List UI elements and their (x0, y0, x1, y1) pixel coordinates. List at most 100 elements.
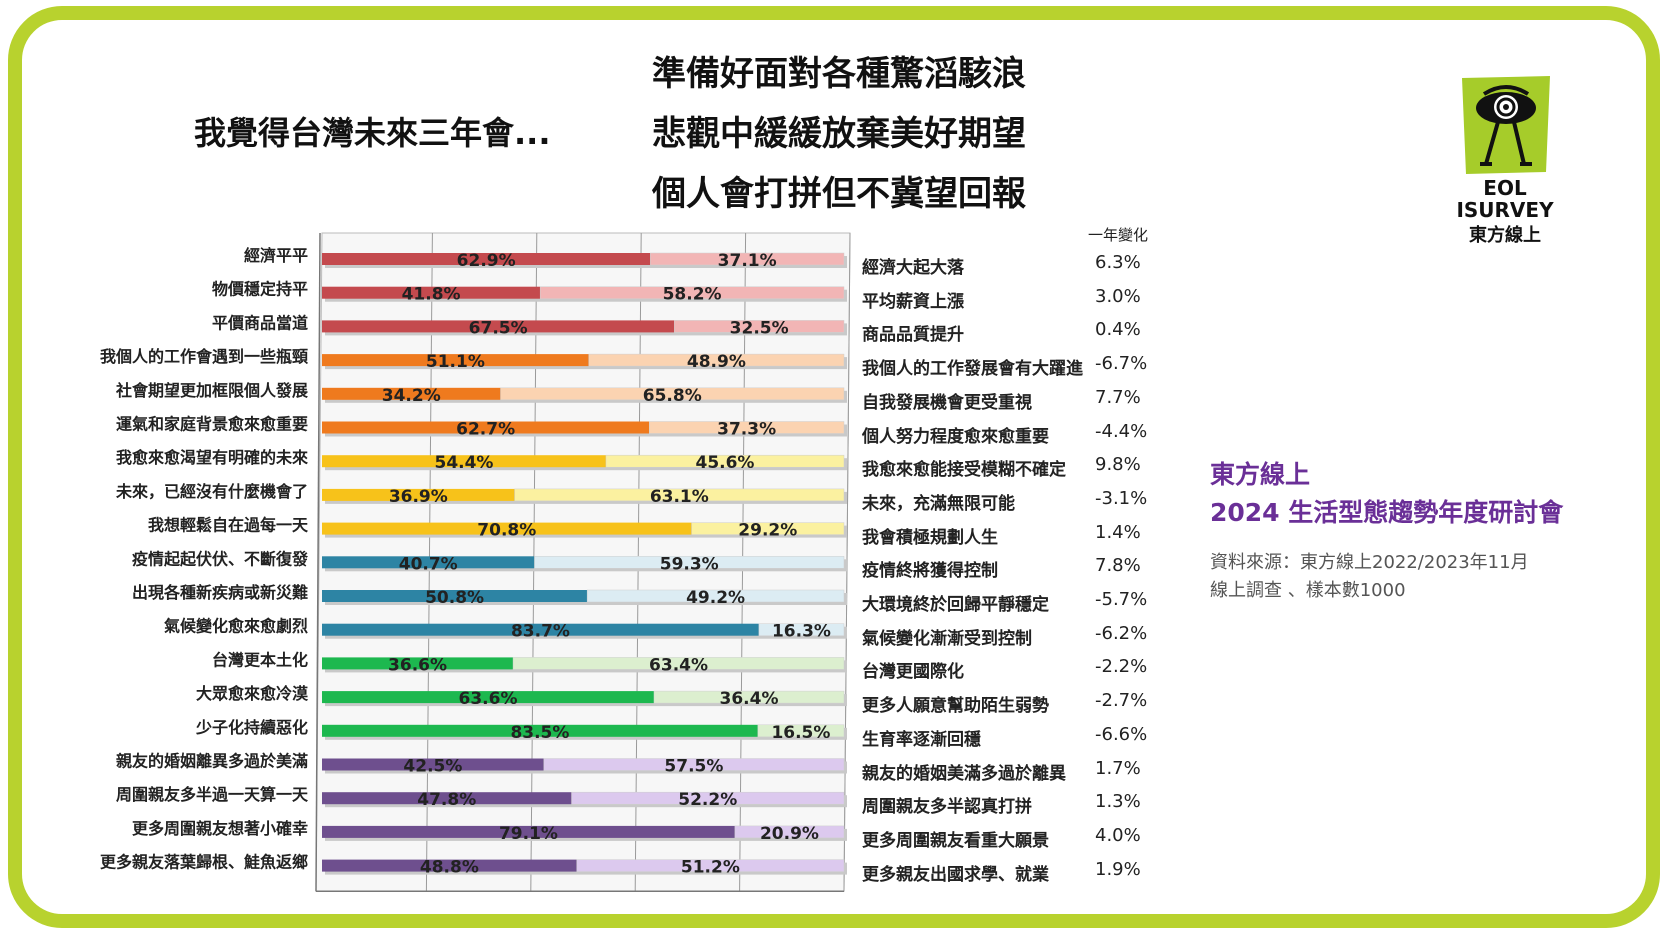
bar-segment-a (322, 488, 515, 501)
yearly-change-value: -4.4% (1095, 420, 1148, 442)
data-label-a: 51.1% (426, 352, 485, 372)
data-label-b: 29.2% (738, 521, 797, 541)
data-label-a: 62.9% (457, 251, 516, 271)
data-label-a: 48.8% (420, 858, 479, 878)
category-label-left: 更多周圍親友想著小確幸 (132, 819, 308, 838)
bar-segment-a (322, 691, 654, 704)
yearly-change-value: 7.8% (1095, 555, 1141, 577)
data-label-a: 54.4% (434, 453, 493, 473)
y-axis (315, 232, 321, 892)
category-label-right: 更多親友出國求學、就業 (862, 864, 1049, 885)
yearly-change-value: -2.7% (1095, 690, 1148, 712)
bar-segment-a (322, 522, 692, 535)
yearly-change-value: 1.4% (1095, 521, 1141, 543)
yearly-change-value: 6.3% (1095, 252, 1141, 273)
bar-segment-a (322, 724, 758, 737)
bar-segment-a (322, 387, 501, 400)
data-label-a: 34.2% (382, 386, 441, 406)
data-source: 資料來源：東方線上2022/2023年11月 (1210, 552, 1529, 573)
bar-segment-b (758, 623, 845, 636)
bar-segment-a (322, 758, 544, 771)
logo-text-eol: EOL (1483, 176, 1527, 200)
category-label-right: 氣候變化漸漸受到控制 (862, 628, 1032, 649)
data-label-b: 16.5% (771, 723, 830, 743)
data-label-a: 83.7% (511, 622, 570, 642)
data-label-b: 49.2% (686, 588, 745, 608)
change-column-header: 一年變化 (1088, 226, 1149, 244)
bar-segment-b (543, 758, 845, 771)
data-label-b: 32.5% (730, 318, 789, 338)
yearly-change-value: -2.2% (1095, 656, 1148, 678)
data-label-a: 40.7% (399, 554, 458, 574)
category-label-right: 親友的婚姻美滿多過於離異 (862, 763, 1066, 784)
data-label-b: 45.6% (695, 453, 754, 473)
bar-segment-b (691, 522, 845, 535)
category-label-left: 我愈來愈渴望有明確的未來 (116, 448, 308, 467)
bar-segment-b (757, 724, 845, 738)
logo-text-isurvey: ISURVEY (1456, 198, 1554, 222)
headline-2: 悲觀中緩緩放棄美好期望 (652, 114, 1026, 154)
category-label-left: 出現各種新疾病或新災難 (132, 583, 308, 602)
bar-segment-b (650, 252, 845, 266)
category-label-left: 我個人的工作會遇到一些瓶頸 (100, 347, 309, 366)
bar-segment-b (571, 791, 845, 805)
category-label-right: 我個人的工作發展會有大躍進 (862, 359, 1083, 380)
category-label-right: 台灣更國際化 (862, 662, 964, 683)
category-label-right: 更多周圍親友看重大願景 (862, 830, 1049, 851)
data-label-b: 65.8% (643, 386, 702, 406)
event-title: 2024 生活型態趨勢年度研討會 (1210, 498, 1564, 527)
bar-segment-b (649, 421, 845, 434)
data-label-a: 62.7% (456, 420, 515, 440)
category-label-left: 氣候變化愈來愈劇烈 (164, 617, 308, 636)
yearly-change-value: 0.4% (1095, 319, 1141, 341)
category-label-left: 更多親友落葉歸根、鮭魚返鄉 (100, 853, 308, 872)
data-label-a: 42.5% (403, 757, 462, 777)
yearly-change-value: 1.9% (1095, 858, 1141, 880)
category-label-right: 周圍親友多半認真打拼 (862, 797, 1032, 818)
bar-segment-b (734, 825, 845, 839)
category-label-left: 運氣和家庭背景愈來愈重要 (116, 415, 308, 434)
data-source-detail: 線上調查 、樣本數1000 (1210, 580, 1406, 601)
category-label-left: 經濟平平 (244, 246, 308, 265)
data-label-a: 50.8% (425, 588, 484, 608)
data-label-b: 37.3% (717, 420, 776, 440)
yearly-change-value: 7.7% (1095, 386, 1141, 408)
data-label-b: 63.4% (649, 655, 708, 675)
data-label-b: 59.3% (660, 554, 719, 574)
bar-segment-a (322, 792, 572, 805)
yearly-change-value: 4.0% (1095, 824, 1141, 846)
bar-segment-b (653, 690, 845, 704)
category-label-left: 大眾愈來愈冷漠 (196, 684, 309, 703)
headline-3: 個人會打拼但不冀望回報 (652, 174, 1026, 214)
bar-segment-b (514, 488, 845, 502)
data-label-b: 16.3% (772, 622, 831, 642)
data-label-a: 41.8% (402, 285, 461, 305)
logo-text-brand: 東方線上 (1469, 225, 1541, 246)
data-label-a: 47.8% (417, 790, 476, 810)
bar-segment-a (322, 657, 514, 670)
category-label-right: 商品品質提升 (862, 325, 964, 346)
bar-segment-a (322, 590, 588, 602)
bar-segment-a (322, 825, 735, 838)
yearly-change-value: -5.7% (1095, 589, 1148, 610)
yearly-change-value: -6.2% (1095, 622, 1148, 644)
category-label-left: 社會期望更加框限個人發展 (115, 381, 309, 400)
yearly-change-value: 3.0% (1095, 285, 1141, 307)
data-label-b: 57.5% (664, 757, 723, 777)
category-label-right: 大環境終於回歸平靜穩定 (862, 595, 1049, 615)
data-label-a: 79.1% (499, 824, 558, 844)
bar-segment-a (322, 623, 759, 636)
yearly-change-value: -6.7% (1095, 353, 1148, 375)
category-label-left: 平價商品當道 (212, 313, 308, 332)
data-label-b: 48.9% (687, 352, 746, 372)
bar-segment-a (322, 859, 577, 872)
bar-segment-a (322, 354, 589, 367)
category-label-right: 更多人願意幫助陌生弱勢 (862, 696, 1049, 717)
bar-segment-b (605, 454, 845, 468)
data-label-a: 36.9% (389, 487, 448, 507)
category-label-left: 我想輕鬆自在過每一天 (148, 516, 309, 535)
bar-segment-b (586, 589, 845, 603)
yearly-change-value: 1.7% (1095, 757, 1141, 779)
data-label-b: 37.1% (718, 251, 777, 271)
